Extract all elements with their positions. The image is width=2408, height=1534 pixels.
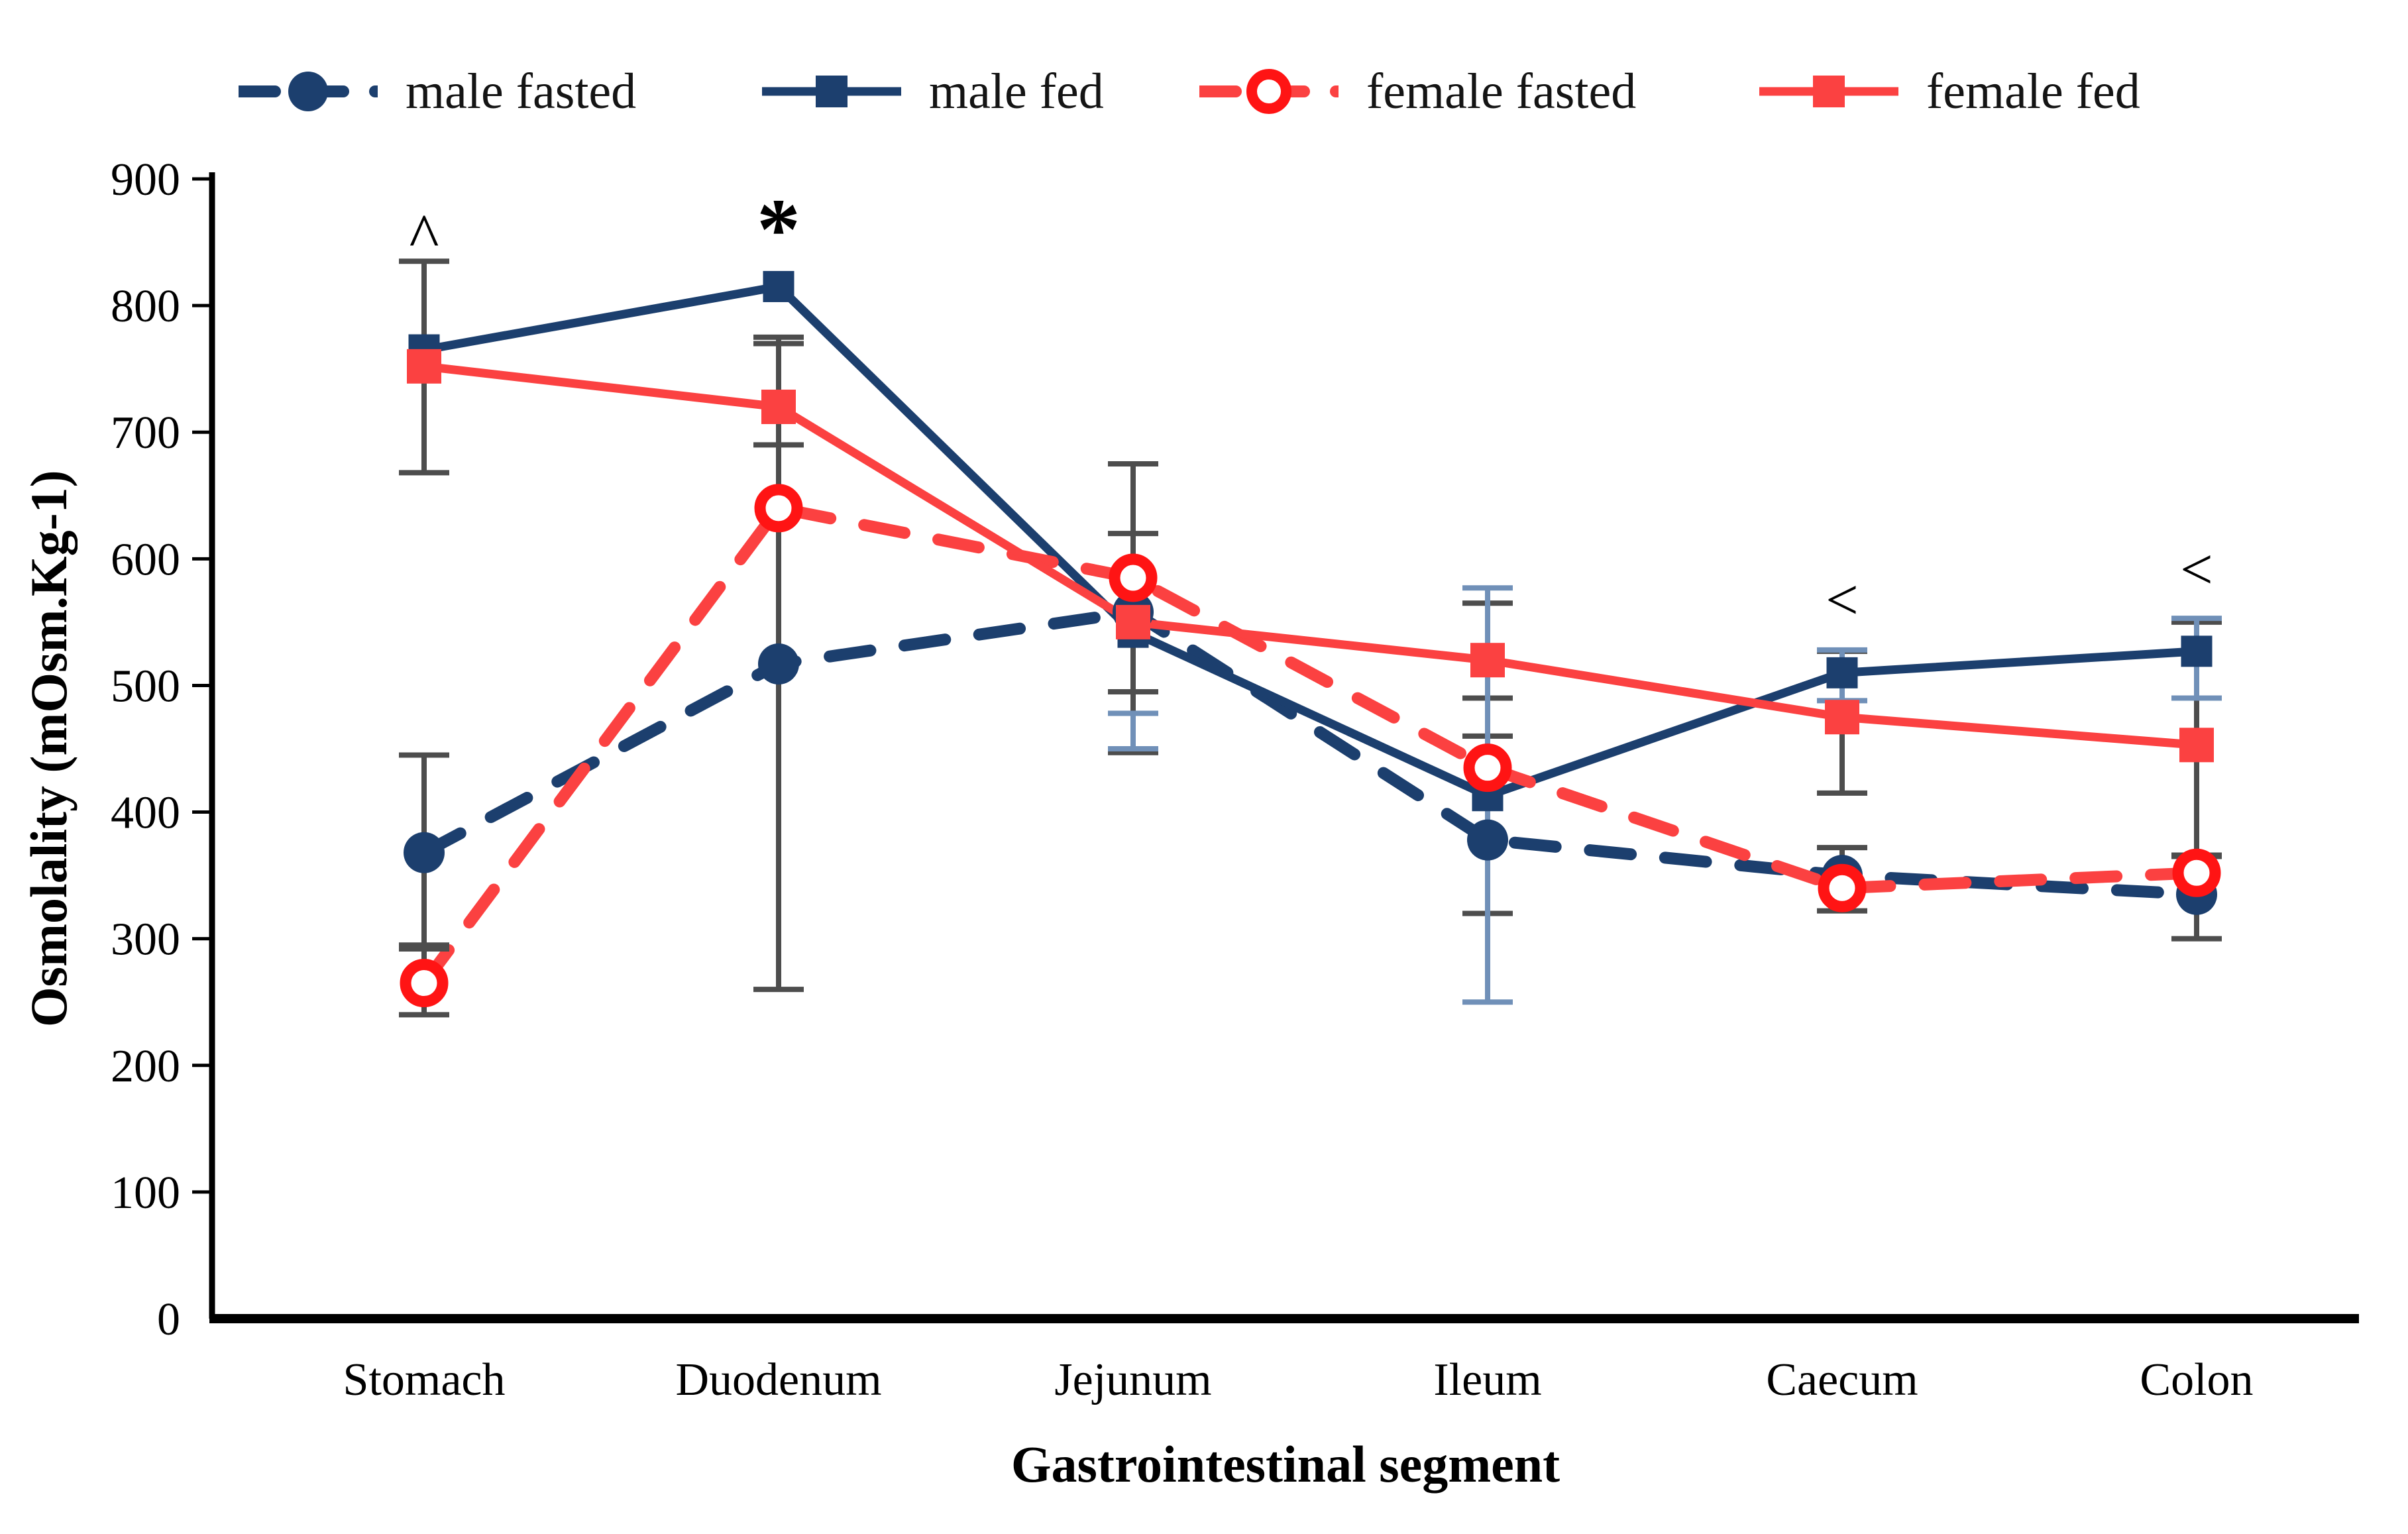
significance-annotation: * bbox=[757, 180, 800, 278]
significance-annotation: ^ bbox=[409, 201, 439, 272]
significance-annotation: < bbox=[1826, 568, 1859, 632]
female-fasted-line-icon bbox=[1199, 69, 1339, 114]
male-fed-line-icon bbox=[762, 76, 901, 107]
female-fed-line-icon bbox=[1759, 76, 1898, 107]
male-fasted-line bbox=[418, 606, 2203, 901]
y-axis-title: Osmolality (mOsm.Kg-1) bbox=[20, 470, 78, 1028]
y-tick-label: 100 bbox=[111, 1168, 180, 1219]
x-category-label: Colon bbox=[2140, 1354, 2253, 1405]
y-tick-label: 200 bbox=[111, 1041, 180, 1092]
legend-item-male-fasted: male fasted bbox=[239, 52, 636, 131]
legend-label: male fed bbox=[929, 63, 1104, 119]
legend-label: female fed bbox=[1926, 63, 2140, 119]
y-tick-label: 0 bbox=[157, 1294, 180, 1345]
legend-label: female fasted bbox=[1366, 63, 1637, 119]
y-tick-label: 900 bbox=[111, 154, 180, 205]
female-fasted-marker bbox=[2172, 848, 2221, 897]
female-fasted-marker bbox=[1818, 863, 1867, 912]
legend-item-female-fed: female fed bbox=[1759, 52, 2140, 131]
y-tick-label: 300 bbox=[111, 914, 180, 965]
male-fed-swatch-part bbox=[816, 76, 848, 107]
male-fasted-line-icon bbox=[239, 72, 378, 111]
legend-item-female-fasted: female fasted bbox=[1199, 52, 1636, 131]
female-fasted-swatch-part bbox=[1246, 69, 1291, 114]
y-tick-label: 700 bbox=[111, 408, 180, 459]
x-axis-title: Gastrointestinal segment bbox=[1011, 1435, 1560, 1493]
female-fasted-marker bbox=[1463, 743, 1512, 793]
x-category-label: Stomach bbox=[343, 1354, 506, 1405]
female-fasted-marker bbox=[1109, 553, 1158, 602]
female-fasted-line bbox=[418, 501, 2203, 989]
male-fasted-marker bbox=[404, 832, 445, 873]
male-fed-line bbox=[423, 282, 2197, 800]
x-category-label: Ileum bbox=[1433, 1354, 1541, 1405]
y-tick-label: 600 bbox=[111, 534, 180, 585]
female-fed-swatch-part bbox=[1813, 76, 1845, 107]
male-fasted-marker bbox=[1467, 819, 1508, 861]
x-category-label: Duodenum bbox=[675, 1354, 881, 1405]
female-fasted-marker bbox=[400, 959, 449, 1008]
x-category-label: Jejunum bbox=[1054, 1354, 1211, 1405]
female-fed-marker bbox=[2179, 728, 2214, 763]
legend-item-male-fed: male fed bbox=[762, 52, 1104, 131]
female-fasted-marker bbox=[754, 484, 803, 533]
female-fed-marker bbox=[761, 390, 796, 424]
male-fed-marker bbox=[763, 270, 794, 302]
y-tick-label: 500 bbox=[111, 661, 180, 712]
female-fed-line bbox=[423, 362, 2197, 749]
legend: male fasted male fed female fasted femal… bbox=[0, 52, 2408, 131]
significance-annotation: < bbox=[2180, 538, 2213, 602]
male-fed-marker bbox=[1826, 657, 1858, 688]
y-tick-label: 400 bbox=[111, 788, 180, 839]
legend-label: male fasted bbox=[406, 63, 637, 119]
x-category-label: Caecum bbox=[1766, 1354, 1918, 1405]
male-fasted-marker bbox=[758, 643, 799, 685]
female-fed-marker bbox=[1116, 604, 1150, 639]
female-fed-marker bbox=[1825, 700, 1859, 735]
male-fasted-swatch-part bbox=[288, 72, 328, 111]
male-fed-marker bbox=[2181, 635, 2213, 667]
female-fed-marker bbox=[407, 349, 441, 384]
y-tick-label: 800 bbox=[111, 281, 180, 332]
female-fed-marker bbox=[1470, 643, 1505, 678]
